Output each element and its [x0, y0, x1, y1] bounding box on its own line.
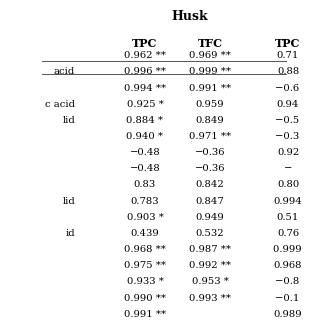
Text: 0.989: 0.989 [274, 310, 302, 319]
Text: −0.36: −0.36 [195, 164, 225, 173]
Text: 0.949: 0.949 [196, 213, 224, 222]
Text: 0.959: 0.959 [196, 100, 224, 109]
Text: 0.532: 0.532 [196, 229, 224, 238]
Text: 0.940 *: 0.940 * [126, 132, 164, 141]
Text: 0.51: 0.51 [277, 213, 299, 222]
Text: 0.991 **: 0.991 ** [124, 310, 166, 319]
Text: 0.991 **: 0.991 ** [189, 84, 231, 92]
Text: acid: acid [54, 68, 75, 76]
Text: 0.842: 0.842 [196, 180, 224, 189]
Text: 0.999: 0.999 [273, 245, 303, 254]
Text: 0.88: 0.88 [277, 68, 299, 76]
Text: TPC: TPC [275, 38, 301, 49]
Text: 0.92: 0.92 [277, 148, 299, 157]
Text: 0.971 **: 0.971 ** [189, 132, 231, 141]
Text: 0.990 **: 0.990 ** [124, 294, 166, 303]
Text: −0.6: −0.6 [275, 84, 301, 92]
Text: 0.94: 0.94 [277, 100, 299, 109]
Text: 0.994: 0.994 [274, 196, 302, 206]
Text: TFC: TFC [197, 38, 222, 49]
Text: 0.76: 0.76 [277, 229, 299, 238]
Text: 0.847: 0.847 [196, 196, 224, 206]
Text: 0.987 **: 0.987 ** [189, 245, 231, 254]
Text: −0.48: −0.48 [130, 148, 160, 157]
Text: 0.80: 0.80 [277, 180, 299, 189]
Text: 0.953 *: 0.953 * [192, 277, 228, 286]
Text: 0.992 **: 0.992 ** [189, 261, 231, 270]
Text: 0.925 *: 0.925 * [127, 100, 164, 109]
Text: −0.8: −0.8 [275, 277, 301, 286]
Text: 0.849: 0.849 [196, 116, 224, 125]
Text: TPC: TPC [132, 38, 158, 49]
Text: 0.71: 0.71 [277, 51, 299, 60]
Text: −0.5: −0.5 [275, 116, 301, 125]
Text: 0.999 **: 0.999 ** [189, 68, 231, 76]
Text: −0.3: −0.3 [275, 132, 301, 141]
Text: −0.48: −0.48 [130, 164, 160, 173]
Text: 0.884 *: 0.884 * [126, 116, 164, 125]
Text: id: id [65, 229, 75, 238]
Text: 0.968: 0.968 [274, 261, 302, 270]
Text: 0.783: 0.783 [131, 196, 159, 206]
Text: 0.439: 0.439 [131, 229, 159, 238]
Text: Husk: Husk [172, 10, 208, 23]
Text: 0.933 *: 0.933 * [127, 277, 164, 286]
Text: 0.969 **: 0.969 ** [189, 51, 231, 60]
Text: 0.903 *: 0.903 * [127, 213, 164, 222]
Text: −0.36: −0.36 [195, 148, 225, 157]
Text: 0.994 **: 0.994 ** [124, 84, 166, 92]
Text: 0.968 **: 0.968 ** [124, 245, 166, 254]
Text: 0.993 **: 0.993 ** [189, 294, 231, 303]
Text: −0.1: −0.1 [275, 294, 301, 303]
Text: lid: lid [62, 116, 75, 125]
Text: 0.975 **: 0.975 ** [124, 261, 166, 270]
Text: c acid: c acid [45, 100, 75, 109]
Text: 0.83: 0.83 [134, 180, 156, 189]
Text: lid: lid [62, 196, 75, 206]
Text: 0.996 **: 0.996 ** [124, 68, 166, 76]
Text: −: − [284, 164, 292, 173]
Text: 0.962 **: 0.962 ** [124, 51, 166, 60]
